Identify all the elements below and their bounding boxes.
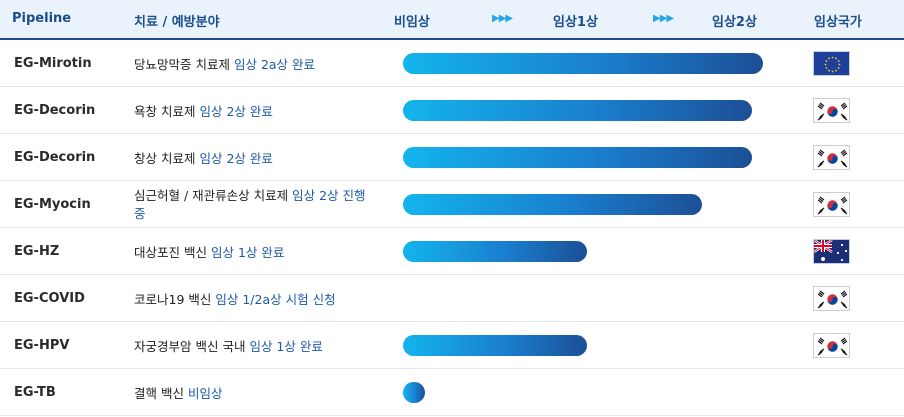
pipeline-name: EG-Decorin <box>14 150 96 165</box>
treatment-description: 대상포진 백신 임상 1상 완료 <box>134 244 369 262</box>
progress-bar <box>403 147 752 168</box>
pipeline-name: EG-Decorin <box>14 103 96 118</box>
treatment-description: 코로나19 백신 임상 1/2a상 시험 신청 <box>134 291 369 309</box>
korea-flag-icon <box>813 333 850 358</box>
table-row: EG-TB 결핵 백신 비임상 <box>0 369 904 416</box>
header-treatment-area: 치료 / 예방분야 <box>134 15 220 30</box>
table-row: EG-HPV 자궁경부암 백신 국내 임상 1상 완료 <box>0 322 904 369</box>
header-pipeline: Pipeline <box>12 11 72 26</box>
description-text: 당뇨망막증 치료제 <box>134 57 230 72</box>
description-text: 코로나19 백신 <box>134 292 212 307</box>
description-text: 결핵 백신 <box>134 386 184 401</box>
arrow-icon: ▶▶▶ <box>653 13 674 24</box>
korea-flag-icon <box>813 192 850 217</box>
pipeline-name: EG-HPV <box>14 338 70 353</box>
status-text: 임상 2상 완료 <box>199 104 273 119</box>
pipeline-name: EG-HZ <box>14 244 60 259</box>
header-phase2: 임상2상 <box>712 15 757 30</box>
progress-bar <box>403 335 587 356</box>
table-row: EG-Decorin 욕창 치료제 임상 2상 완료 <box>0 87 904 134</box>
treatment-description: 결핵 백신 비임상 <box>134 385 369 403</box>
arrow-icon: ▶▶▶ <box>492 13 513 24</box>
progress-bar <box>403 100 752 121</box>
status-text: 임상 1상 완료 <box>210 245 285 260</box>
treatment-description: 욕창 치료제 임상 2상 완료 <box>134 103 369 121</box>
progress-bar <box>403 382 425 403</box>
treatment-description: 심근허혈 / 재관류손상 치료제 임상 2상 진행 중 <box>134 187 369 223</box>
status-text: 임상 1상 완료 <box>249 339 323 354</box>
status-text: 임상 2상 진행 중 <box>134 188 366 221</box>
pipeline-name: EG-Myocin <box>14 197 91 212</box>
korea-flag-icon <box>813 286 850 311</box>
pipeline-name: EG-COVID <box>14 291 85 306</box>
australia-flag-icon <box>813 239 850 264</box>
status-text: 임상 2상 완료 <box>199 151 273 166</box>
table-row: EG-HZ 대상포진 백신 임상 1상 완료 <box>0 228 904 275</box>
description-text: 욕창 치료제 <box>134 104 196 119</box>
description-text: 대상포진 백신 <box>134 245 207 260</box>
table-row: EG-Mirotin 당뇨망막증 치료제 임상 2a상 완료 <box>0 40 904 87</box>
table-row: EG-Myocin 심근허혈 / 재관류손상 치료제 임상 2상 진행 중 <box>0 181 904 228</box>
description-text: 자궁경부암 백신 국내 <box>134 339 246 354</box>
pipeline-name: EG-TB <box>14 385 56 400</box>
status-text: 임상 1/2a상 시험 신청 <box>215 292 336 307</box>
header-trial-country: 임상국가 <box>814 15 862 30</box>
header-phase1: 임상1상 <box>553 15 598 30</box>
progress-bar <box>403 194 702 215</box>
description-text: 심근허혈 / 재관류손상 치료제 <box>134 188 289 203</box>
header-preclinical: 비임상 <box>394 15 430 30</box>
table-row: EG-Decorin 창상 치료제 임상 2상 완료 <box>0 134 904 181</box>
treatment-description: 창상 치료제 임상 2상 완료 <box>134 150 369 168</box>
treatment-description: 자궁경부암 백신 국내 임상 1상 완료 <box>134 338 369 356</box>
korea-flag-icon <box>813 145 850 170</box>
pipeline-table-header: Pipeline 치료 / 예방분야 비임상 ▶▶▶ 임상1상 ▶▶▶ 임상2상… <box>0 0 904 40</box>
table-row: EG-COVID 코로나19 백신 임상 1/2a상 시험 신청 <box>0 275 904 322</box>
status-text: 임상 2a상 완료 <box>233 57 316 72</box>
pipeline-name: EG-Mirotin <box>14 56 92 71</box>
korea-flag-icon <box>813 98 850 123</box>
progress-bar <box>403 53 763 74</box>
description-text: 창상 치료제 <box>134 151 196 166</box>
status-text: 비임상 <box>187 386 223 401</box>
eu-flag-icon <box>813 51 850 76</box>
treatment-description: 당뇨망막증 치료제 임상 2a상 완료 <box>134 56 369 74</box>
progress-bar <box>403 241 587 262</box>
